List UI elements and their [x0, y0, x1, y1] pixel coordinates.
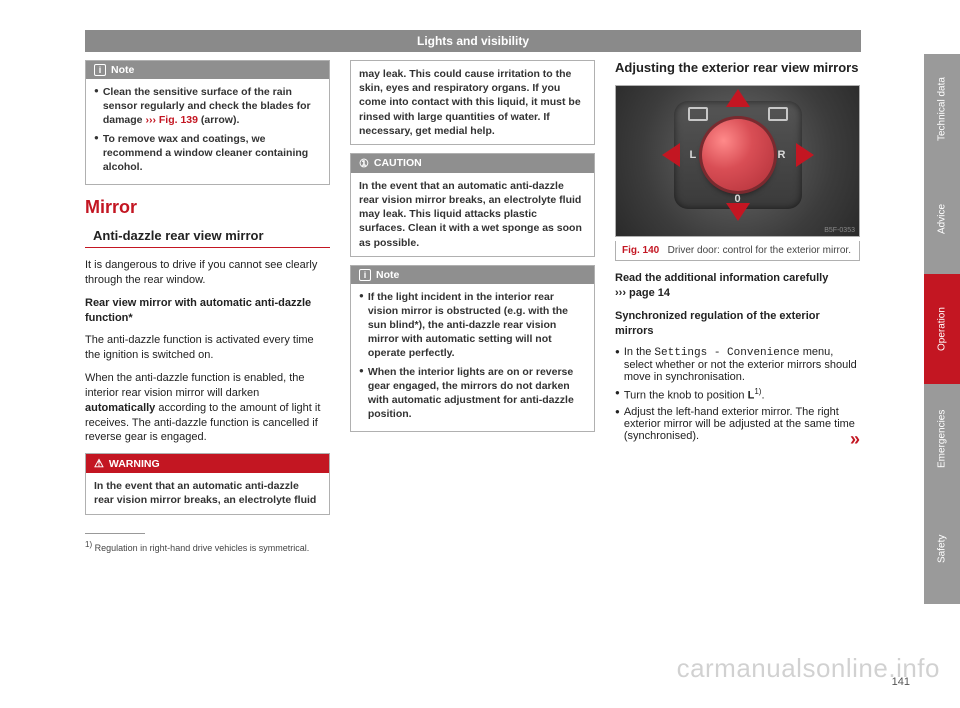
- note-header-2: i Note: [351, 266, 594, 284]
- caution-label: CAUTION: [374, 157, 422, 169]
- subsection-exterior: Adjusting the exterior rear view mirrors: [615, 60, 860, 75]
- note2-text-1: If the light incident in the interior re…: [368, 290, 586, 361]
- note-body-2: If the light incident in the interior re…: [351, 284, 594, 432]
- para-4a: When the anti-dazzle function is enabled…: [85, 372, 305, 399]
- tab-advice[interactable]: Advice: [924, 164, 960, 274]
- warning-header: ⚠ WARNING: [86, 454, 329, 473]
- note-body: Clean the sensitive surface of the rain …: [86, 79, 329, 184]
- arrow-left-icon: [662, 143, 680, 167]
- fig-ref-139: ››› Fig. 139: [145, 114, 198, 126]
- bullet-settings: In the Settings - Convenience menu, sele…: [615, 346, 860, 383]
- readinfo-b: ››› page 14: [615, 287, 670, 299]
- chapter-header: Lights and visibility: [85, 30, 861, 52]
- column-1: i Note Clean the sensitive surface of th…: [85, 60, 330, 562]
- b1b: Settings - Convenience: [654, 347, 799, 359]
- note-box-2: i Note If the light incident in the inte…: [350, 265, 595, 433]
- watermark: carmanualsonline.info: [677, 653, 940, 684]
- para-autobehavior: When the anti-dazzle function is enabled…: [85, 371, 330, 445]
- footnote-rule: [85, 533, 145, 534]
- para-autofunc-title: Rear view mirror with automatic anti-daz…: [85, 296, 330, 326]
- tab-technical-data[interactable]: Technical data: [924, 54, 960, 164]
- para-danger: It is dangerous to drive if you cannot s…: [85, 258, 330, 288]
- bullet-adjust: Adjust the left-hand exterior mirror. Th…: [615, 406, 860, 448]
- warning-box: ⚠ WARNING In the event that an automatic…: [85, 453, 330, 514]
- subsection-antidazzle: Anti-dazzle rear view mirror: [85, 228, 330, 248]
- caution-icon: ①: [359, 157, 369, 170]
- content-columns: i Note Clean the sensitive surface of th…: [85, 60, 861, 562]
- side-tabs: Technical data Advice Operation Emergenc…: [924, 54, 960, 604]
- continue-icon: »: [850, 430, 860, 448]
- info-icon: i: [94, 64, 106, 76]
- b3: Adjust the left-hand exterior mirror. Th…: [624, 406, 855, 442]
- b1a: In the: [624, 346, 655, 358]
- warning-body: In the event that an automatic anti-dazz…: [86, 473, 329, 513]
- tab-operation[interactable]: Operation: [924, 274, 960, 384]
- figure-code: B5F-0353: [824, 227, 855, 234]
- knob-label-R: R: [778, 149, 786, 161]
- mirror-control-pad: L R 0: [674, 101, 802, 209]
- warning-label: WARNING: [109, 458, 160, 470]
- tab-emergencies[interactable]: Emergencies: [924, 384, 960, 494]
- note-text-2: To remove wax and coatings, we recommend…: [103, 132, 321, 175]
- note-box: i Note Clean the sensitive surface of th…: [85, 60, 330, 185]
- knob-label-0: 0: [734, 193, 740, 205]
- mirror-icon-right: [768, 107, 788, 121]
- footnote-num: 1): [85, 540, 92, 549]
- mirror-knob: [702, 119, 774, 191]
- arrow-down-icon: [726, 203, 750, 221]
- figure-140: L R 0 B5F-0353: [615, 85, 860, 237]
- mirror-icon-left: [688, 107, 708, 121]
- b2a: Turn the knob to position: [624, 390, 748, 402]
- fig-num: Fig. 140: [622, 245, 659, 256]
- arrow-up-icon: [726, 89, 750, 107]
- warning-icon: ⚠: [94, 457, 104, 470]
- knob-label-L: L: [690, 149, 697, 161]
- note-header: i Note: [86, 61, 329, 79]
- note-text-1c: (arrow).: [198, 114, 239, 126]
- info-icon: i: [359, 269, 371, 281]
- tab-safety[interactable]: Safety: [924, 494, 960, 604]
- para-4b: automatically: [85, 402, 155, 414]
- footnote-text: Regulation in right-hand drive vehicles …: [95, 543, 310, 553]
- arrow-right-icon: [796, 143, 814, 167]
- caution-header: ① CAUTION: [351, 154, 594, 173]
- warning-continued: may leak. This could cause irritation to…: [350, 60, 595, 145]
- b2c: .: [761, 390, 764, 402]
- note-label: Note: [111, 64, 134, 76]
- column-3: Adjusting the exterior rear view mirrors…: [615, 60, 860, 562]
- bullet-turnknob: Turn the knob to position L1).: [615, 387, 860, 402]
- para-sync-title: Synchronized regulation of the exterior …: [615, 309, 860, 339]
- para-activated: The anti-dazzle function is activated ev…: [85, 333, 330, 363]
- para-readinfo: Read the additional information carefull…: [615, 271, 860, 301]
- note2-text-2: When the interior lights are on or rever…: [368, 365, 586, 422]
- figure-caption: Fig. 140 Driver door: control for the ex…: [615, 241, 860, 261]
- caution-body: In the event that an automatic anti-dazz…: [351, 173, 594, 256]
- note-label-2: Note: [376, 269, 399, 281]
- warning-cont-body: may leak. This could cause irritation to…: [351, 61, 594, 144]
- column-2: may leak. This could cause irritation to…: [350, 60, 595, 562]
- footnote: 1) Regulation in right-hand drive vehicl…: [85, 540, 330, 554]
- readinfo-a: Read the additional information carefull…: [615, 272, 828, 284]
- caution-box: ① CAUTION In the event that an automatic…: [350, 153, 595, 257]
- fig-caption-text: Driver door: control for the exterior mi…: [668, 245, 851, 256]
- manual-page: Lights and visibility i Note Clean the s…: [0, 0, 960, 708]
- section-title-mirror: Mirror: [85, 197, 330, 218]
